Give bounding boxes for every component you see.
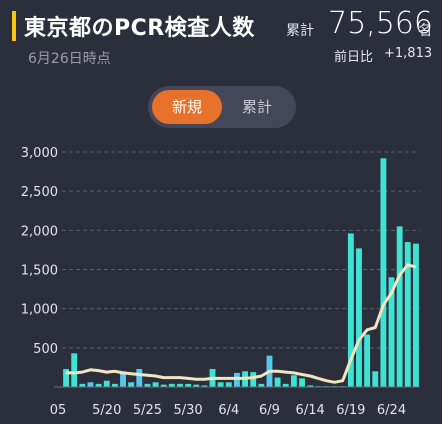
bar bbox=[201, 385, 208, 387]
bar bbox=[193, 384, 200, 387]
bar bbox=[364, 334, 371, 387]
y-tick-label: 500 bbox=[33, 342, 58, 357]
bar bbox=[290, 375, 297, 387]
x-tick-label: 6/4 bbox=[218, 403, 239, 418]
y-tick-label: 1,000 bbox=[21, 303, 58, 318]
bar bbox=[380, 158, 387, 387]
x-tick-label: 6/14 bbox=[296, 403, 325, 418]
bar bbox=[87, 382, 94, 387]
bar bbox=[307, 385, 314, 387]
x-tick-label: 05 bbox=[50, 403, 67, 418]
page-title: 東京都のPCR検査人数 bbox=[24, 16, 255, 41]
bar bbox=[217, 382, 224, 387]
x-tick-label: 5/25 bbox=[133, 403, 162, 418]
bar bbox=[372, 371, 379, 387]
bar bbox=[103, 380, 110, 387]
bar bbox=[111, 383, 118, 387]
x-tick-label: 6/24 bbox=[377, 403, 406, 418]
view-toggle: 新規 累計 bbox=[148, 86, 296, 128]
toggle-new-button[interactable]: 新規 bbox=[152, 90, 222, 124]
bar bbox=[71, 353, 78, 387]
moving-average-line bbox=[66, 263, 417, 384]
bar bbox=[185, 383, 192, 387]
y-tick-label: 3,000 bbox=[21, 146, 58, 161]
y-tick-label: 2,500 bbox=[21, 185, 58, 200]
bar bbox=[299, 378, 305, 387]
as-of-date: 6月26日時点 bbox=[28, 51, 111, 67]
bar bbox=[160, 384, 167, 387]
title-accent-bar bbox=[12, 11, 16, 41]
bar bbox=[120, 371, 126, 387]
bar bbox=[177, 383, 183, 387]
toggle-cumulative-button[interactable]: 累計 bbox=[241, 98, 272, 116]
bar bbox=[274, 377, 281, 387]
bar bbox=[388, 277, 395, 387]
x-tick-label: 5/30 bbox=[174, 403, 203, 418]
bar bbox=[234, 372, 240, 387]
x-tick-label: 5/20 bbox=[92, 403, 121, 418]
bar bbox=[144, 383, 151, 387]
delta-label: 前日比 bbox=[334, 50, 374, 65]
bar bbox=[258, 383, 265, 387]
bar bbox=[95, 383, 102, 387]
y-tick-label: 2,000 bbox=[21, 224, 58, 239]
y-tick-label: 1,500 bbox=[21, 264, 58, 279]
delta-value: +1,813 bbox=[384, 46, 433, 61]
total-label: 累計 bbox=[286, 23, 314, 39]
bar bbox=[168, 383, 175, 387]
total-unit: 名 bbox=[418, 23, 432, 39]
bar bbox=[79, 383, 86, 387]
pcr-chart: 3,000 2,500 2,000 1,500 1,000 500 05 5/20 5/25 5/… bbox=[21, 146, 420, 418]
bar bbox=[282, 383, 289, 387]
bar bbox=[128, 382, 135, 387]
bar bbox=[63, 368, 69, 387]
bar bbox=[396, 226, 403, 387]
bar bbox=[250, 372, 257, 387]
bar bbox=[152, 382, 159, 387]
x-tick-label: 6/9 bbox=[259, 403, 280, 418]
total-value: 75,566 bbox=[328, 6, 433, 41]
bar bbox=[404, 242, 411, 387]
bar bbox=[136, 368, 143, 387]
bar bbox=[347, 233, 354, 387]
bar bbox=[225, 382, 232, 387]
bar bbox=[356, 248, 362, 387]
x-tick-label: 6/19 bbox=[336, 403, 365, 418]
bar bbox=[413, 243, 419, 387]
